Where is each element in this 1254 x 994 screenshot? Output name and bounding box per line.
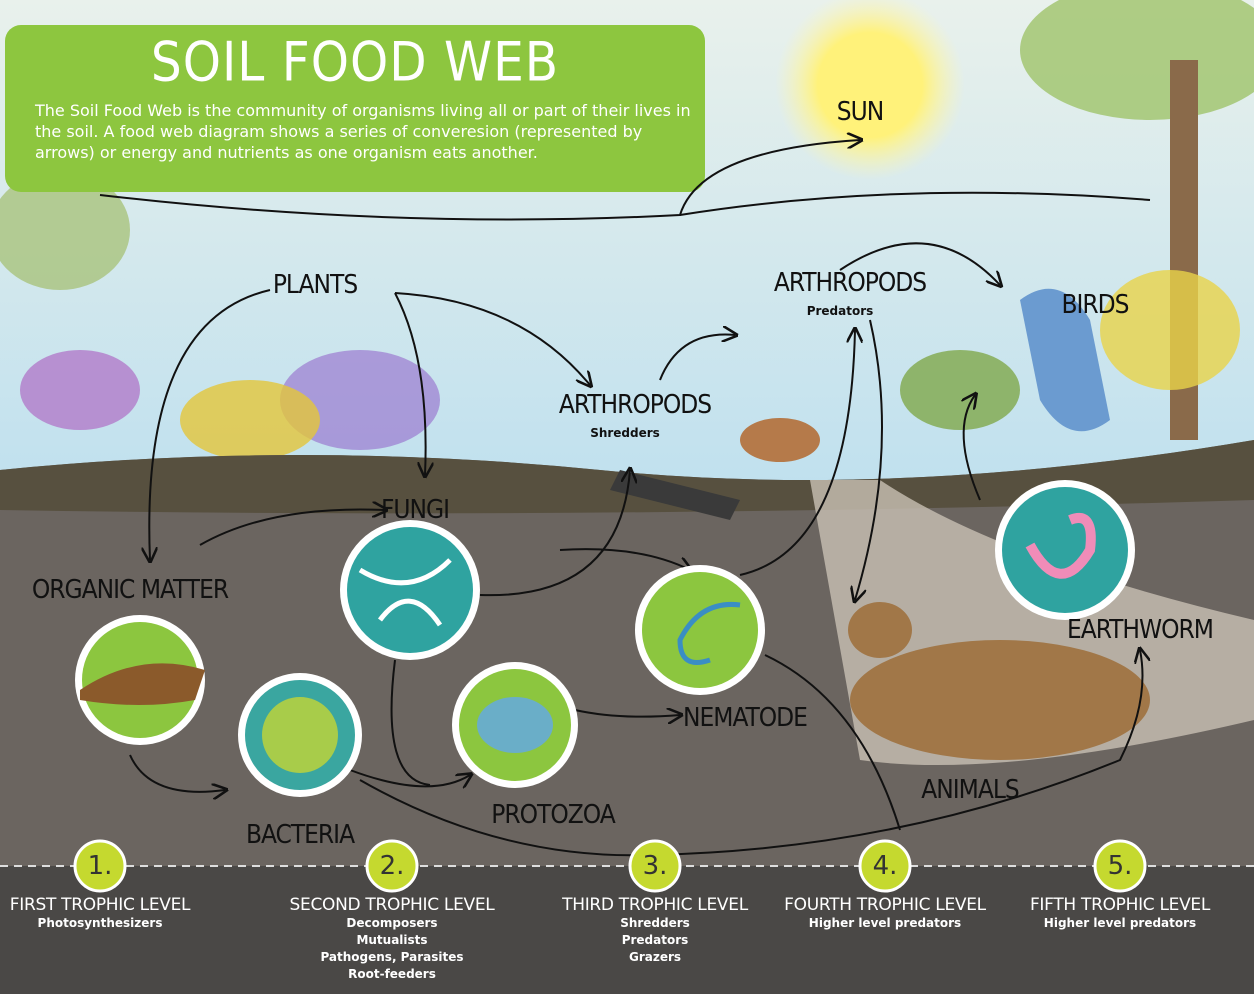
- node-label: BIRDS: [1061, 290, 1128, 320]
- level-title: FIRST TROPHIC LEVEL: [0, 895, 220, 915]
- node-label: ARTHROPODS: [774, 268, 926, 298]
- level-number: 3.: [643, 851, 668, 881]
- node-label: ANIMALS: [921, 775, 1018, 805]
- node-label: FUNGI: [381, 495, 449, 525]
- node-sublabel: Predators: [807, 304, 874, 318]
- node-label: ORGANIC MATTER: [32, 575, 228, 605]
- level-detail: Mutualists: [272, 932, 512, 949]
- node-label: SUN: [837, 97, 883, 127]
- level-number: 2.: [380, 851, 405, 881]
- node-sublabel: Shredders: [590, 426, 660, 440]
- node-label: ARTHROPODS: [559, 390, 711, 420]
- node-label: BACTERIA: [246, 820, 354, 850]
- level-title: FIFTH TROPHIC LEVEL: [1000, 895, 1240, 915]
- level-detail: Shredders: [535, 915, 775, 932]
- title: SOIL FOOD WEB: [151, 31, 559, 94]
- level-detail: Photosynthesizers: [0, 915, 220, 932]
- level-title: THIRD TROPHIC LEVEL: [535, 895, 775, 915]
- level-detail: Pathogens, Parasites: [272, 949, 512, 966]
- level-number: 1.: [88, 851, 113, 881]
- node-label: NEMATODE: [683, 703, 807, 733]
- description: The Soil Food Web is the community of or…: [35, 100, 700, 163]
- node-label: PLANTS: [273, 270, 357, 300]
- level-detail: Root-feeders: [272, 966, 512, 983]
- node-label: EARTHWORM: [1067, 615, 1213, 645]
- level-detail: Predators: [535, 932, 775, 949]
- level-detail: Grazers: [535, 949, 775, 966]
- page: SOIL FOOD WEBThe Soil Food Web is the co…: [0, 0, 1254, 994]
- level-number: 4.: [873, 851, 898, 881]
- level-title: FOURTH TROPHIC LEVEL: [765, 895, 1005, 915]
- node-label: PROTOZOA: [491, 800, 614, 830]
- level-number: 5.: [1108, 851, 1133, 881]
- level-title: SECOND TROPHIC LEVEL: [272, 895, 512, 915]
- level-detail: Higher level predators: [1000, 915, 1240, 932]
- level-detail: Higher level predators: [765, 915, 1005, 932]
- level-detail: Decomposers: [272, 915, 512, 932]
